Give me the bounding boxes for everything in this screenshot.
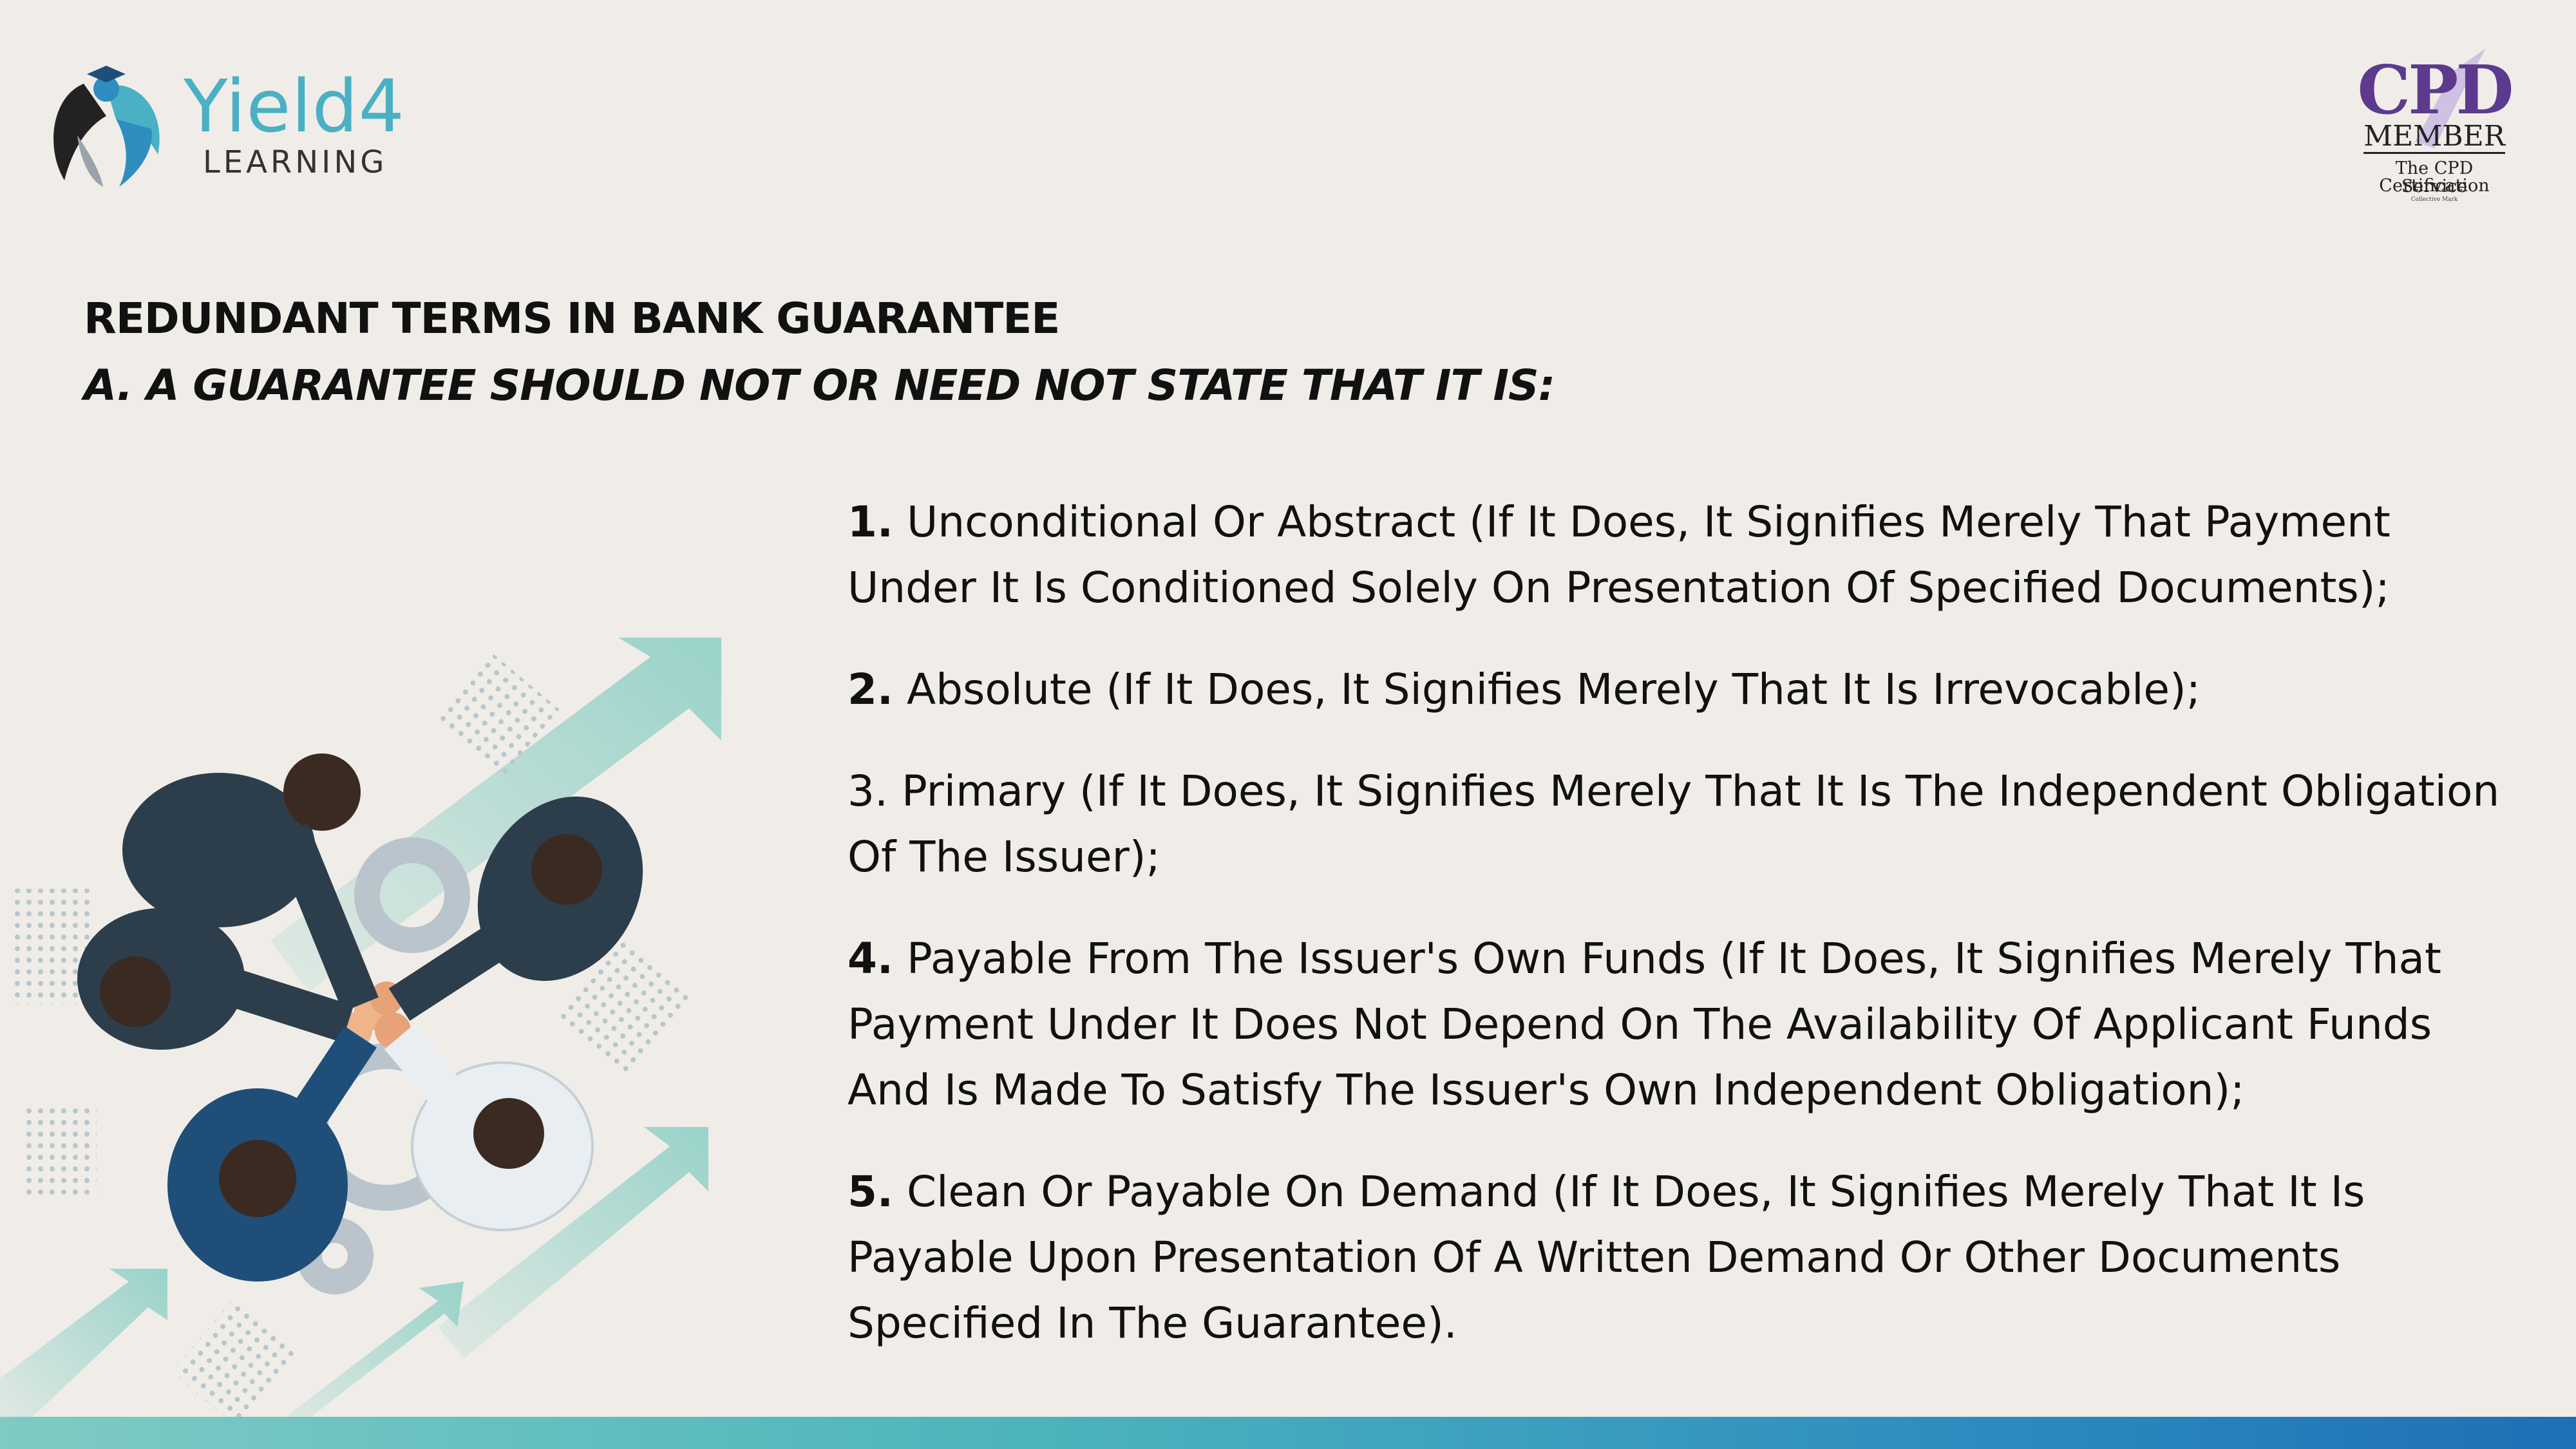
list-item-text: Clean Or Payable On Demand (If It Does, … <box>848 1167 2365 1348</box>
cpd-service-line1: The CPD Certification <box>2379 158 2490 196</box>
list-item: 3. Primary (If It Does, It Signifies Mer… <box>848 759 2509 890</box>
cpd-checkmark-icon <box>2415 48 2486 148</box>
list-item-number: 1. <box>848 497 893 547</box>
cpd-service-line2: Service <box>2401 176 2468 196</box>
list-item-text: Absolute (If It Does, It Signifies Merel… <box>893 665 2201 714</box>
list-item-text: Primary (If It Does, It Signifies Merely… <box>848 766 2500 882</box>
cpd-member-badge: CPD MEMBER The CPD Certification Service… <box>2338 45 2531 206</box>
teamwork-hands-gears-arrows-illustration-icon <box>0 638 721 1426</box>
page-title: REDUNDANT TERMS IN BANK GUARANTEE <box>84 294 1060 343</box>
footer-gradient-bar <box>0 1417 2576 1449</box>
list-item-number: 2. <box>848 665 893 714</box>
list-item: 1. Unconditional Or Abstract (If It Does… <box>848 489 2509 621</box>
logo-subtitle: LEARNING <box>203 144 388 180</box>
list-item: 5. Clean Or Payable On Demand (If It Doe… <box>848 1159 2509 1356</box>
guarantee-terms-list: 1. Unconditional Or Abstract (If It Does… <box>848 489 2509 1392</box>
yield4-logo: Yield4 LEARNING <box>45 58 406 193</box>
cpd-member-label: MEMBER <box>2363 120 2505 154</box>
list-item-text: Payable From The Issuer's Own Funds (If … <box>848 934 2441 1115</box>
list-item: 2. Absolute (If It Does, It Signifies Me… <box>848 657 2509 723</box>
list-item-number: 5. <box>848 1167 893 1217</box>
page-subtitle: A. A GUARANTEE SHOULD NOT OR NEED NOT ST… <box>84 361 1555 410</box>
list-item-number: 3. <box>848 766 888 816</box>
teamwork-illustration <box>0 618 773 1426</box>
yield4-logo-icon <box>53 66 160 187</box>
logo-wordmark: Yield4 <box>184 65 405 149</box>
list-item-text: Unconditional Or Abstract (If It Does, I… <box>848 497 2391 612</box>
cpd-title: CPD <box>2357 50 2514 129</box>
list-item-number: 4. <box>848 934 893 983</box>
list-item: 4. Payable From The Issuer's Own Funds (… <box>848 926 2509 1123</box>
cpd-collective-mark: Collective Mark <box>2410 196 2458 203</box>
